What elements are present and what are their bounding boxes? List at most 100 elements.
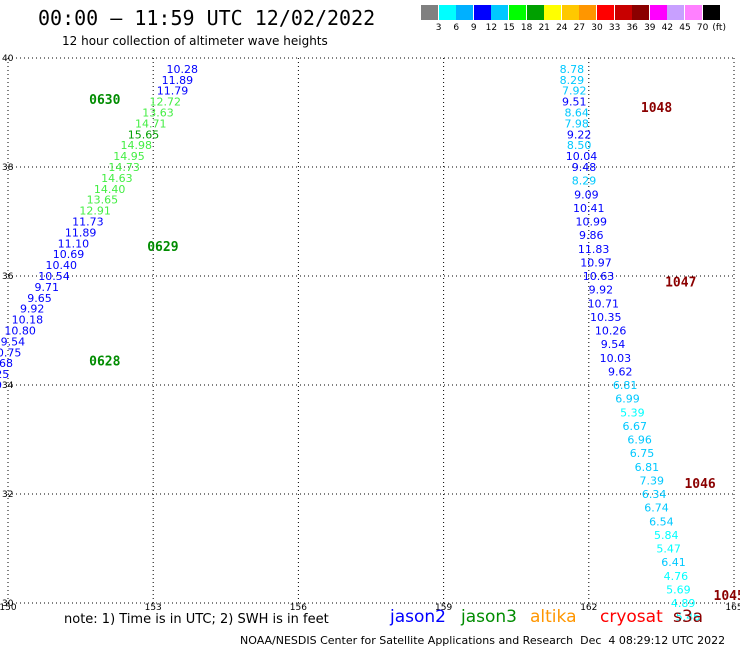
- data-point-label: 9.71: [34, 281, 59, 294]
- x-tick-label: 156: [290, 603, 307, 613]
- legend-tick-label: 3: [435, 23, 442, 33]
- legend-s3a: s3a: [673, 607, 704, 627]
- data-point-label: 5.47: [656, 543, 681, 556]
- legend-tick-label: 42: [661, 23, 674, 33]
- legend-swatch: [491, 5, 509, 20]
- time-label: 1047: [665, 275, 696, 290]
- legend-swatch: [509, 5, 526, 20]
- time-label: 0628: [89, 354, 120, 369]
- data-point-label: 10.26: [595, 325, 627, 338]
- data-point-label: 12.91: [79, 205, 111, 218]
- data-point-label: 14.71: [135, 117, 167, 130]
- data-point-label: 5.39: [620, 406, 645, 419]
- legend-tick-label: 18: [520, 23, 533, 33]
- data-point-label: 5.46: [676, 611, 701, 624]
- legend-cryosat: cryosat: [600, 607, 663, 627]
- data-point-label: 11.73: [72, 216, 104, 229]
- data-point-label: 10.54: [38, 270, 70, 283]
- legend-swatch: [685, 5, 702, 20]
- data-point-label: 9.48: [572, 161, 597, 174]
- legend-swatch: [561, 5, 579, 20]
- data-point-label: 9.09: [574, 188, 599, 201]
- legend-swatch: [526, 5, 544, 20]
- legend-tick-label: 21: [538, 23, 550, 33]
- x-tick-label: 159: [435, 603, 452, 613]
- data-point-label: 6.96: [627, 434, 652, 447]
- data-point-label: 11.83: [578, 243, 610, 256]
- data-point-label: 6.75: [630, 447, 655, 460]
- x-tick-label: 150: [0, 603, 17, 613]
- legend-tick-label: 36: [626, 23, 638, 33]
- data-point-label: 13.63: [142, 107, 174, 120]
- data-point-label: 10.04: [566, 150, 598, 163]
- data-point-label: 9.22: [567, 128, 592, 141]
- data-point-label: 6.67: [623, 420, 648, 433]
- data-point-label: 13.65: [87, 194, 119, 207]
- y-tick-label: 40: [2, 54, 14, 64]
- legend-tick-label: 30: [591, 23, 603, 33]
- y-tick-label: 30: [2, 599, 14, 609]
- legend-swatch: [438, 5, 456, 20]
- data-point-label: 7.92: [562, 85, 587, 98]
- data-point-label: 5.84: [654, 529, 679, 542]
- legend-tick-label: 12: [485, 23, 498, 33]
- data-point-label: 10.99: [575, 216, 607, 229]
- data-point-label: 9.51: [562, 96, 587, 109]
- data-point-label: 6.99: [615, 393, 640, 406]
- data-point-label: 9.92: [589, 284, 614, 297]
- data-point-label: 11.89: [65, 226, 97, 239]
- data-point-label: 11.89: [162, 74, 194, 87]
- data-point-label: 15.65: [128, 128, 160, 141]
- data-point-label: 10.25: [0, 368, 9, 381]
- data-point-label: 6.81: [635, 461, 660, 474]
- data-point-label: 10.18: [12, 314, 44, 327]
- x-tick-label: 165: [725, 603, 740, 613]
- chart-title: 00:00 – 11:59 UTC 12/02/2022: [38, 6, 376, 30]
- legend-tick-label: 9: [470, 23, 477, 33]
- legend-swatch: [702, 5, 720, 20]
- data-point-label: 10.63: [583, 270, 615, 283]
- time-label: 0629: [147, 240, 178, 255]
- footnote: note: 1) Time is in UTC; 2) SWH is in fe…: [64, 612, 329, 627]
- credit-line: NOAA/NESDIS Center for Satellite Applica…: [240, 634, 726, 647]
- legend-tick-label: 45: [679, 23, 691, 33]
- data-point-label: 10.35: [590, 311, 622, 324]
- data-point-label: 12.72: [150, 96, 182, 109]
- legend-altika: altika: [530, 607, 577, 627]
- x-tick-label: 153: [145, 603, 162, 613]
- legend-swatch: [473, 5, 491, 20]
- y-tick-label: 34: [2, 381, 14, 391]
- data-point-label: 9.86: [579, 229, 604, 242]
- legend-swatch: [544, 5, 562, 20]
- data-point-label: 6.81: [613, 379, 638, 392]
- data-point-label: 6.34: [642, 488, 667, 501]
- y-tick-label: 38: [2, 163, 14, 173]
- data-point-label: 10.80: [4, 325, 36, 338]
- legend-swatch: [597, 5, 614, 20]
- legend-swatch: [649, 5, 667, 20]
- data-point-label: 10.69: [53, 248, 85, 261]
- data-point-label: 9.62: [608, 365, 633, 378]
- y-tick-label: 32: [2, 490, 13, 500]
- data-point-label: 14.73: [108, 161, 140, 174]
- data-point-label: 8.78: [560, 63, 585, 76]
- data-point-label: 4.89: [671, 597, 696, 610]
- data-point-label: 10.97: [580, 256, 612, 269]
- y-tick-label: 36: [2, 272, 14, 282]
- legend-tick-label: 27: [573, 23, 586, 33]
- data-point-label: 10.28: [166, 63, 198, 76]
- legend-swatch: [579, 5, 597, 20]
- data-point-label: 11.79: [157, 85, 189, 98]
- legend-tick-label: 33: [608, 23, 621, 33]
- legend-swatch: [632, 5, 650, 20]
- legend-swatch: [667, 5, 685, 20]
- legend-tick-label: 6: [453, 23, 460, 33]
- data-point-label: 9.92: [20, 303, 45, 316]
- data-point-label: 10.03: [600, 352, 632, 365]
- data-point-label: 6.41: [661, 556, 686, 569]
- data-point-label: 6.54: [649, 515, 674, 528]
- data-point-label: 14.63: [101, 172, 133, 185]
- legend-jason3: jason3: [461, 607, 517, 627]
- data-point-label: 5.69: [666, 583, 691, 596]
- data-point-label: 4.76: [664, 570, 689, 583]
